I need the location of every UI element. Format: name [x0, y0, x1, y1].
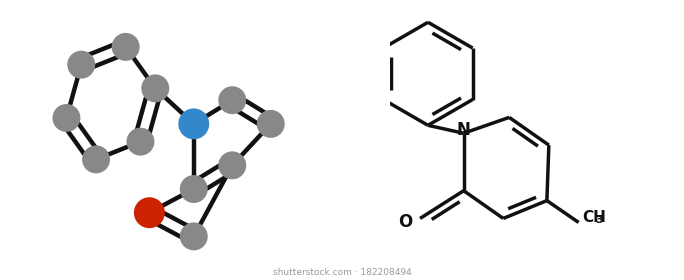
Circle shape — [181, 177, 206, 201]
Text: CH: CH — [582, 210, 605, 225]
Text: O: O — [398, 213, 412, 231]
Circle shape — [135, 199, 163, 227]
Circle shape — [181, 224, 206, 249]
Circle shape — [69, 52, 94, 77]
Circle shape — [54, 106, 79, 130]
Circle shape — [114, 34, 138, 59]
Circle shape — [128, 129, 153, 154]
Circle shape — [220, 153, 245, 178]
Text: N: N — [457, 122, 471, 139]
Circle shape — [143, 76, 168, 101]
Circle shape — [83, 147, 109, 172]
Circle shape — [180, 110, 208, 138]
Circle shape — [220, 88, 245, 113]
Circle shape — [259, 111, 283, 136]
Text: 3: 3 — [595, 215, 603, 225]
Text: shutterstock.com · 182208494: shutterstock.com · 182208494 — [273, 268, 411, 277]
